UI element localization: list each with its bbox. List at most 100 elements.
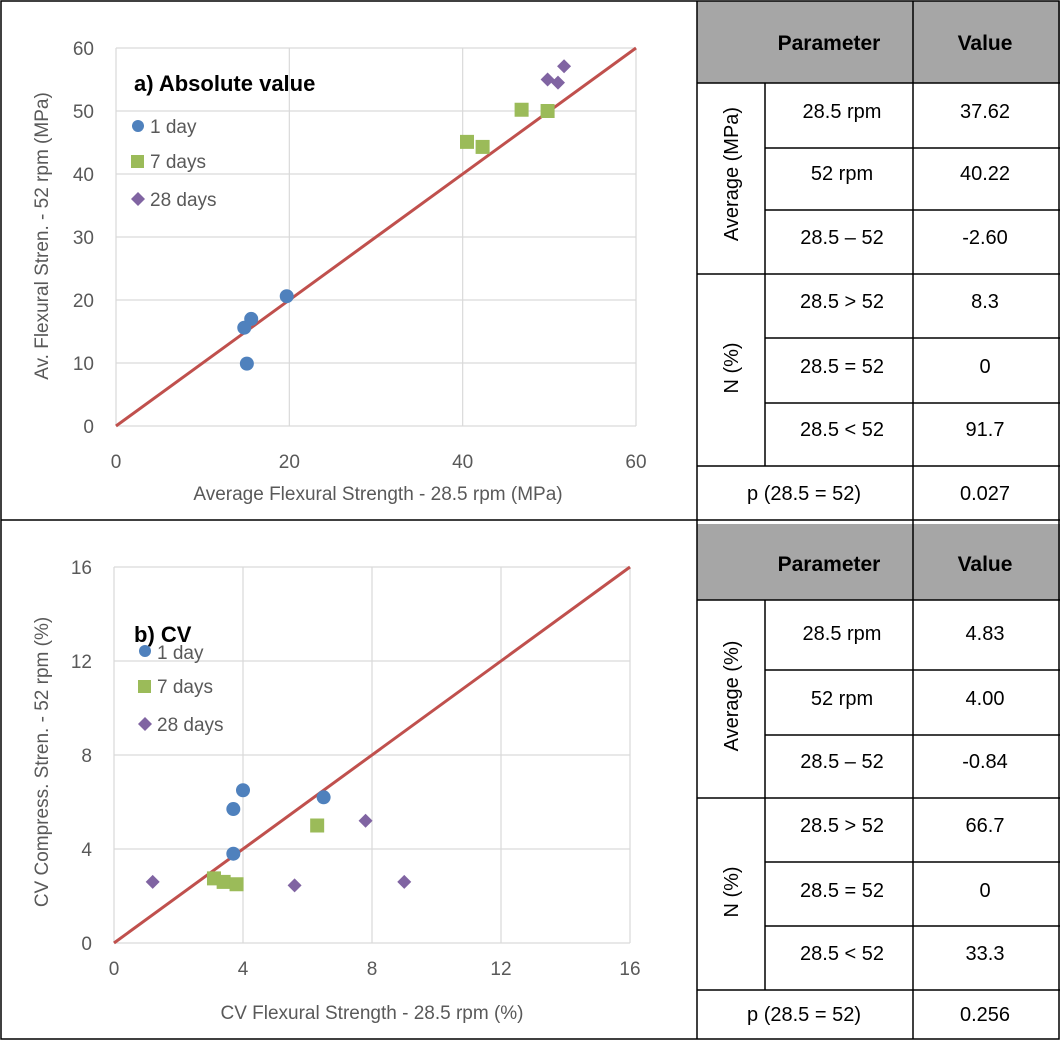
table-b-group-n-label: N (%): [721, 866, 743, 917]
legend-b: b) CV 1 day 7 days 28 days: [134, 622, 224, 736]
x-tick-label-a: 60: [625, 452, 646, 473]
table-a-header-bg: [697, 1, 1060, 83]
chart-title-a: a) Absolute value: [134, 71, 315, 96]
stats-table-a: Parameter Value Average (MPa) N (%) 28.5…: [697, 1, 1060, 505]
x-tick-label-a: 20: [279, 452, 300, 473]
table-b-row-label: 52 rpm: [811, 688, 873, 710]
data-point-a-1-day: [279, 289, 294, 304]
data-point-a-7-days: [540, 104, 555, 118]
y-axis-title-b: CV Compress. Stren. - 52 rpm (%): [32, 617, 53, 907]
data-point-b-1-day: [316, 790, 331, 805]
table-a-footer-value: 0.027: [960, 483, 1010, 505]
y-tick-label-b: 12: [71, 652, 92, 673]
data-point-b-28-days: [397, 874, 412, 889]
table-a-header-parameter: Parameter: [778, 32, 881, 55]
table-a-group-average-label: Average (MPa): [721, 107, 743, 241]
table-b-footer-value: 0.256: [960, 1004, 1010, 1026]
x-tick-label-a: 0: [111, 452, 122, 473]
table-b-row-value: 0: [979, 880, 990, 902]
x-tick-label-b: 0: [109, 959, 120, 980]
data-point-a-7-days: [475, 139, 490, 154]
y-tick-label-a: 40: [73, 165, 94, 186]
data-point-b-1-day: [226, 846, 241, 861]
legend-marker-1day-a: [132, 120, 144, 132]
data-point-a-1-day: [244, 311, 259, 326]
table-a-footer-label: p (28.5 = 52): [747, 483, 861, 505]
table-a-row-value: 0: [979, 356, 990, 378]
y-tick-label-a: 30: [73, 228, 94, 249]
legend-marker-28days-b: [138, 717, 152, 731]
legend-label-1day-b: 1 day: [157, 643, 204, 664]
chart-panel-b: 0 4 8 12 16 0 4 8 12 16: [71, 558, 641, 980]
data-point-a-28-days: [540, 72, 555, 87]
legend-marker-1day-b: [139, 645, 151, 657]
data-point-b-28-days: [145, 874, 160, 889]
table-b-header-parameter: Parameter: [778, 553, 881, 576]
x-tick-label-a: 40: [452, 452, 473, 473]
y-tick-label-b: 16: [71, 558, 92, 579]
chart-panel-a: 0 20 40 60 0 10 20 30 40 50 60: [73, 39, 647, 473]
table-b-footer-label: p (28.5 = 52): [747, 1004, 861, 1026]
y-axis-title-a: Av. Flexural Stren. - 52 rpm (MPa): [32, 92, 53, 380]
data-point-b-7-days: [310, 818, 325, 833]
table-a-row-label: 28.5 rpm: [803, 101, 882, 123]
y-tick-label-b: 4: [81, 840, 92, 861]
table-a-row-label: 52 rpm: [811, 163, 873, 185]
legend-marker-28days-a: [131, 192, 145, 206]
table-b-row-value: 4.00: [966, 688, 1005, 710]
x-axis-title-b: CV Flexural Strength - 28.5 rpm (%): [220, 1003, 523, 1024]
table-b-group-average-label: Average (%): [721, 641, 743, 752]
table-a-row-value: -2.60: [962, 227, 1008, 249]
x-axis-title-a: Average Flexural Strength - 28.5 rpm (MP…: [193, 484, 562, 505]
table-b-row-label: 28.5 – 52: [800, 751, 883, 773]
data-point-a-7-days: [460, 134, 474, 149]
reference-line-b: [113, 565, 631, 945]
table-b-row-value: -0.84: [962, 751, 1008, 773]
legend-label-7days-a: 7 days: [150, 152, 206, 173]
x-tick-label-b: 12: [490, 959, 511, 980]
table-a-row-label: 28.5 < 52: [800, 419, 884, 441]
data-point-a-28-days: [551, 75, 565, 90]
data-point-b-1-day: [226, 802, 241, 817]
table-b-header-value: Value: [958, 553, 1013, 576]
table-a-row-value: 91.7: [966, 419, 1005, 441]
table-b-row-label: 28.5 rpm: [803, 623, 882, 645]
data-point-b-28-days: [287, 878, 302, 893]
legend-label-7days-b: 7 days: [157, 677, 213, 698]
table-b-row-label: 28.5 = 52: [800, 880, 884, 902]
table-a-header-value: Value: [958, 32, 1013, 55]
y-tick-label-b: 8: [81, 746, 92, 767]
x-tick-label-b: 16: [619, 959, 640, 980]
table-b-row-label: 28.5 < 52: [800, 943, 884, 965]
table-b-row-value: 66.7: [966, 815, 1005, 837]
y-tick-label-a: 0: [83, 417, 94, 438]
data-point-a-28-days: [557, 59, 572, 74]
table-a-row-label: 28.5 – 52: [800, 227, 883, 249]
data-point-a-7-days: [514, 102, 529, 117]
table-b-row-label: 28.5 > 52: [800, 815, 884, 837]
data-point-b-28-days: [358, 813, 373, 828]
table-b-header-bg: [697, 524, 1060, 600]
y-tick-label-b: 0: [81, 934, 92, 955]
legend-label-1day-a: 1 day: [150, 117, 197, 138]
y-tick-label-a: 10: [73, 354, 94, 375]
legend-marker-7days-a: [131, 155, 144, 168]
table-a-row-label: 28.5 = 52: [800, 356, 884, 378]
data-point-a-1-day: [239, 356, 254, 371]
legend-label-28days-b: 28 days: [157, 715, 224, 736]
legend-marker-7days-b: [138, 680, 151, 693]
table-b-row-value: 4.83: [966, 623, 1005, 645]
stats-table-b: Parameter Value Average (%) N (%) 28.5 r…: [697, 524, 1060, 1026]
legend-label-28days-a: 28 days: [150, 190, 217, 211]
table-a-row-value: 37.62: [960, 101, 1010, 123]
table-a-group-n-label: N (%): [721, 342, 743, 393]
y-tick-label-a: 50: [73, 102, 94, 123]
data-point-b-1-day: [236, 783, 250, 798]
y-tick-label-a: 60: [73, 39, 94, 60]
table-a-row-value: 8.3: [971, 291, 999, 313]
data-point-b-7-days: [229, 877, 244, 892]
table-a-row-value: 40.22: [960, 163, 1010, 185]
table-b-row-value: 33.3: [966, 943, 1005, 965]
